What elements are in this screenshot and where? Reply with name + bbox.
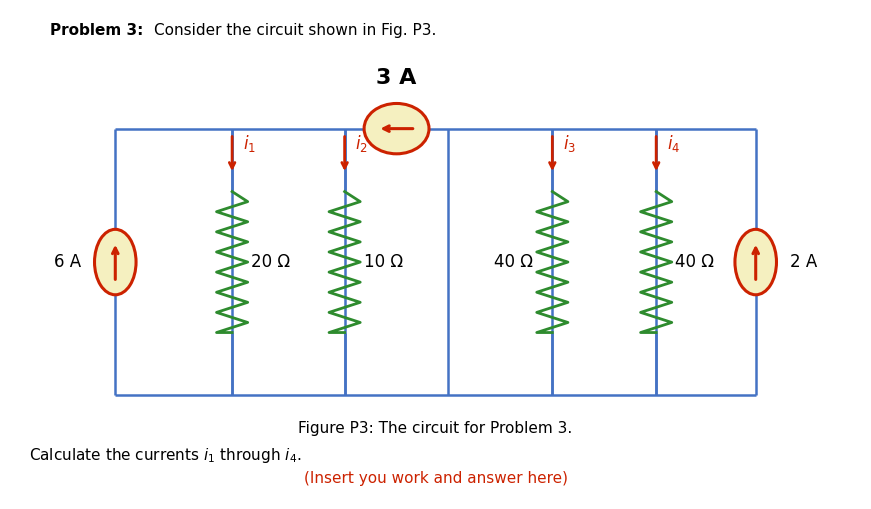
Text: $i_2$: $i_2$	[355, 133, 368, 154]
Text: 40 Ω: 40 Ω	[495, 253, 533, 271]
Ellipse shape	[364, 103, 429, 154]
Text: 2 A: 2 A	[790, 253, 817, 271]
Text: 3 A: 3 A	[376, 68, 416, 88]
Text: $i_4$: $i_4$	[666, 133, 680, 154]
Text: $i_3$: $i_3$	[563, 133, 576, 154]
Text: 20 Ω: 20 Ω	[251, 253, 290, 271]
Text: 6 A: 6 A	[54, 253, 81, 271]
Text: 40 Ω: 40 Ω	[675, 253, 714, 271]
Ellipse shape	[735, 230, 776, 295]
Text: Figure P3: The circuit for Problem 3.: Figure P3: The circuit for Problem 3.	[299, 420, 572, 436]
Text: Consider the circuit shown in Fig. P3.: Consider the circuit shown in Fig. P3.	[154, 23, 436, 38]
Ellipse shape	[95, 230, 136, 295]
Text: Problem 3:: Problem 3:	[51, 23, 144, 38]
Text: 10 Ω: 10 Ω	[364, 253, 402, 271]
Text: Calculate the currents $i_1$ through $i_4$.: Calculate the currents $i_1$ through $i_…	[29, 446, 301, 465]
Text: $i_1$: $i_1$	[242, 133, 255, 154]
Text: (Insert you work and answer here): (Insert you work and answer here)	[303, 471, 568, 486]
